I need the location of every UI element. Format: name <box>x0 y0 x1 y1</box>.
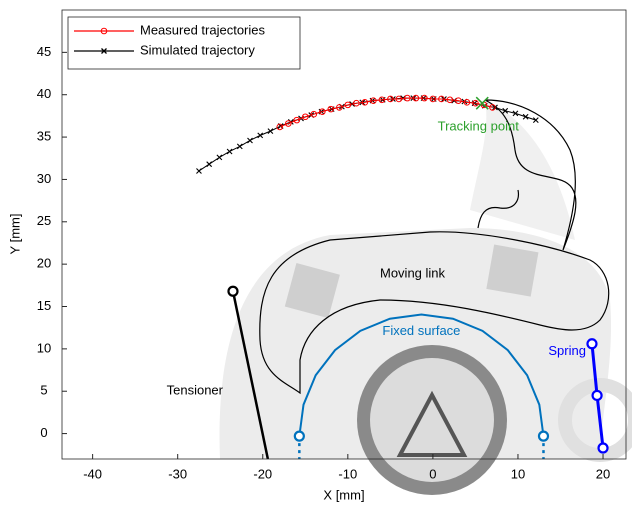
spring-node <box>593 391 602 400</box>
fixed-surface-end <box>295 432 304 441</box>
x-tick-label: -20 <box>253 466 272 481</box>
moving-link-label: Moving link <box>380 265 446 280</box>
legend: Measured trajectories Simulated trajector… <box>68 17 300 69</box>
fixed-surface-end <box>539 432 548 441</box>
tensioner-label: Tensioner <box>167 383 224 398</box>
fixed-surface-label: Fixed surface <box>382 323 460 338</box>
y-tick-label: 30 <box>37 171 51 186</box>
x-tick-label: -30 <box>168 466 187 481</box>
y-tick-label: 0 <box>40 425 47 440</box>
y-tick-label: 5 <box>40 383 47 398</box>
y-tick-label: 45 <box>37 44 51 59</box>
legend-label: Measured trajectories <box>140 22 265 37</box>
spring-node <box>587 339 596 348</box>
x-axis-label: X [mm] <box>323 487 364 502</box>
tracking-point-label: Tracking point <box>438 119 520 134</box>
chart: Fixed surface Tensioner Spring Tracking poi… <box>0 0 632 508</box>
x-tick-label: 10 <box>511 466 525 481</box>
y-tick-label: 20 <box>37 256 51 271</box>
x-tick-label: -10 <box>338 466 357 481</box>
y-tick-label: 25 <box>37 213 51 228</box>
x-tick-label: 0 <box>429 466 436 481</box>
x-tick-label: -40 <box>83 466 102 481</box>
y-tick-label: 40 <box>37 86 51 101</box>
x-tick-label: 20 <box>596 466 610 481</box>
tensioner-anchor <box>228 287 237 296</box>
y-tick-label: 35 <box>37 129 51 144</box>
spring-node <box>599 443 608 452</box>
y-tick-label: 10 <box>37 340 51 355</box>
y-axis-label: Y [mm] <box>7 214 22 255</box>
spring-label: Spring <box>548 343 586 358</box>
legend-label: Simulated trajectory <box>140 42 255 57</box>
y-tick-label: 15 <box>37 298 51 313</box>
